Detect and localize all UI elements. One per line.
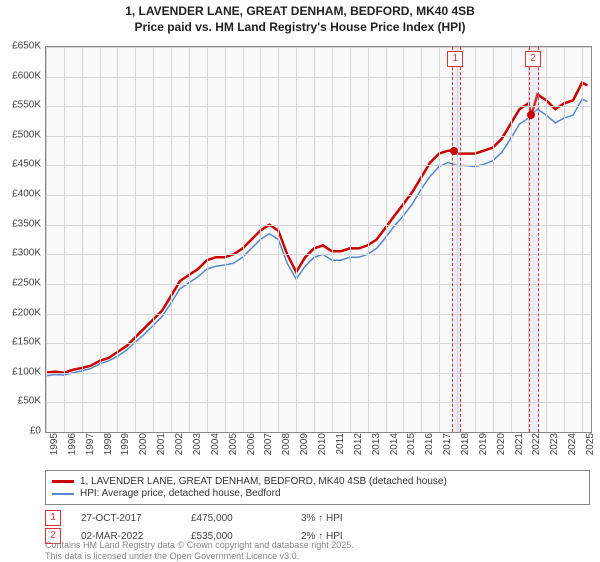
y-tick-label: £350K xyxy=(12,218,41,229)
x-tick-label: 2022 xyxy=(531,433,542,455)
footer-line-1: Contains HM Land Registry data © Crown c… xyxy=(45,540,354,551)
y-tick-label: £450K xyxy=(12,159,41,170)
x-tick-label: 2023 xyxy=(549,433,560,455)
series-line-property xyxy=(46,83,587,373)
x-tick-label: 2006 xyxy=(246,433,257,455)
marker-number: 2 xyxy=(525,51,541,67)
x-tick-label: 2016 xyxy=(424,433,435,455)
legend-swatch-hpi xyxy=(52,493,74,495)
y-tick-label: £600K xyxy=(12,70,41,81)
x-tick-label: 2021 xyxy=(514,433,525,455)
x-tick-label: 2017 xyxy=(442,433,453,455)
y-axis-labels: £0£50K£100K£150K£200K£250K£300K£350K£400… xyxy=(0,46,43,431)
y-tick-label: £0 xyxy=(30,426,41,437)
legend-label-hpi: HPI: Average price, detached house, Bedf… xyxy=(80,488,281,499)
marker-dot xyxy=(527,111,535,119)
x-tick-label: 2008 xyxy=(281,433,292,455)
data-delta: 3% ↑ HPI xyxy=(301,513,391,524)
x-tick-label: 2003 xyxy=(192,433,203,455)
y-tick-label: £500K xyxy=(12,129,41,140)
legend-box: 1, LAVENDER LANE, GREAT DENHAM, BEDFORD,… xyxy=(45,470,590,505)
x-tick-label: 2020 xyxy=(496,433,507,455)
title-line-1: 1, LAVENDER LANE, GREAT DENHAM, BEDFORD,… xyxy=(0,4,600,20)
data-price: £475,000 xyxy=(191,513,281,524)
x-tick-label: 2001 xyxy=(156,433,167,455)
x-tick-label: 2002 xyxy=(174,433,185,455)
legend-swatch-property xyxy=(52,480,74,483)
y-tick-label: £150K xyxy=(12,337,41,348)
data-row: 1 27-OCT-2017 £475,000 3% ↑ HPI xyxy=(45,510,590,526)
title-line-2: Price paid vs. HM Land Registry's House … xyxy=(0,20,600,36)
y-tick-label: £200K xyxy=(12,307,41,318)
y-tick-label: £300K xyxy=(12,248,41,259)
x-tick-label: 1995 xyxy=(49,433,60,455)
footer: Contains HM Land Registry data © Crown c… xyxy=(45,540,354,562)
x-tick-label: 2005 xyxy=(228,433,239,455)
y-tick-label: £650K xyxy=(12,41,41,52)
marker-band xyxy=(452,47,461,432)
x-tick-label: 2014 xyxy=(389,433,400,455)
x-tick-label: 2018 xyxy=(460,433,471,455)
x-tick-label: 2015 xyxy=(406,433,417,455)
marker-dot xyxy=(450,147,458,155)
y-tick-label: £50K xyxy=(18,396,41,407)
marker-band xyxy=(529,47,538,432)
x-tick-label: 2007 xyxy=(263,433,274,455)
x-tick-label: 2013 xyxy=(371,433,382,455)
legend-label-property: 1, LAVENDER LANE, GREAT DENHAM, BEDFORD,… xyxy=(80,476,447,487)
title-block: 1, LAVENDER LANE, GREAT DENHAM, BEDFORD,… xyxy=(0,0,600,37)
line-series-svg xyxy=(46,47,591,432)
data-date: 27-OCT-2017 xyxy=(81,513,171,524)
x-tick-label: 1998 xyxy=(103,433,114,455)
series-line-hpi xyxy=(46,99,587,376)
plot-area: 12 xyxy=(45,46,592,433)
x-tick-label: 2025 xyxy=(585,433,596,455)
y-tick-label: £400K xyxy=(12,189,41,200)
y-tick-label: £100K xyxy=(12,366,41,377)
y-tick-label: £550K xyxy=(12,100,41,111)
x-tick-label: 1996 xyxy=(67,433,78,455)
x-tick-label: 2011 xyxy=(335,433,346,455)
x-tick-label: 2010 xyxy=(317,433,328,455)
marker-number: 1 xyxy=(447,51,463,67)
chart-container: 1, LAVENDER LANE, GREAT DENHAM, BEDFORD,… xyxy=(0,0,600,560)
x-tick-label: 2024 xyxy=(567,433,578,455)
y-tick-label: £250K xyxy=(12,277,41,288)
data-marker-1: 1 xyxy=(45,510,61,526)
legend-row: 1, LAVENDER LANE, GREAT DENHAM, BEDFORD,… xyxy=(52,476,583,487)
x-tick-label: 2012 xyxy=(353,433,364,455)
x-tick-label: 2004 xyxy=(210,433,221,455)
x-tick-label: 2019 xyxy=(478,433,489,455)
x-tick-label: 2000 xyxy=(138,433,149,455)
x-tick-label: 2009 xyxy=(299,433,310,455)
legend-row: HPI: Average price, detached house, Bedf… xyxy=(52,488,583,499)
x-tick-label: 1999 xyxy=(120,433,131,455)
x-tick-label: 1997 xyxy=(85,433,96,455)
x-axis-labels: 1995 1996 1997 1998 1999 2000 2001 2002 2003 2004… xyxy=(45,433,590,473)
